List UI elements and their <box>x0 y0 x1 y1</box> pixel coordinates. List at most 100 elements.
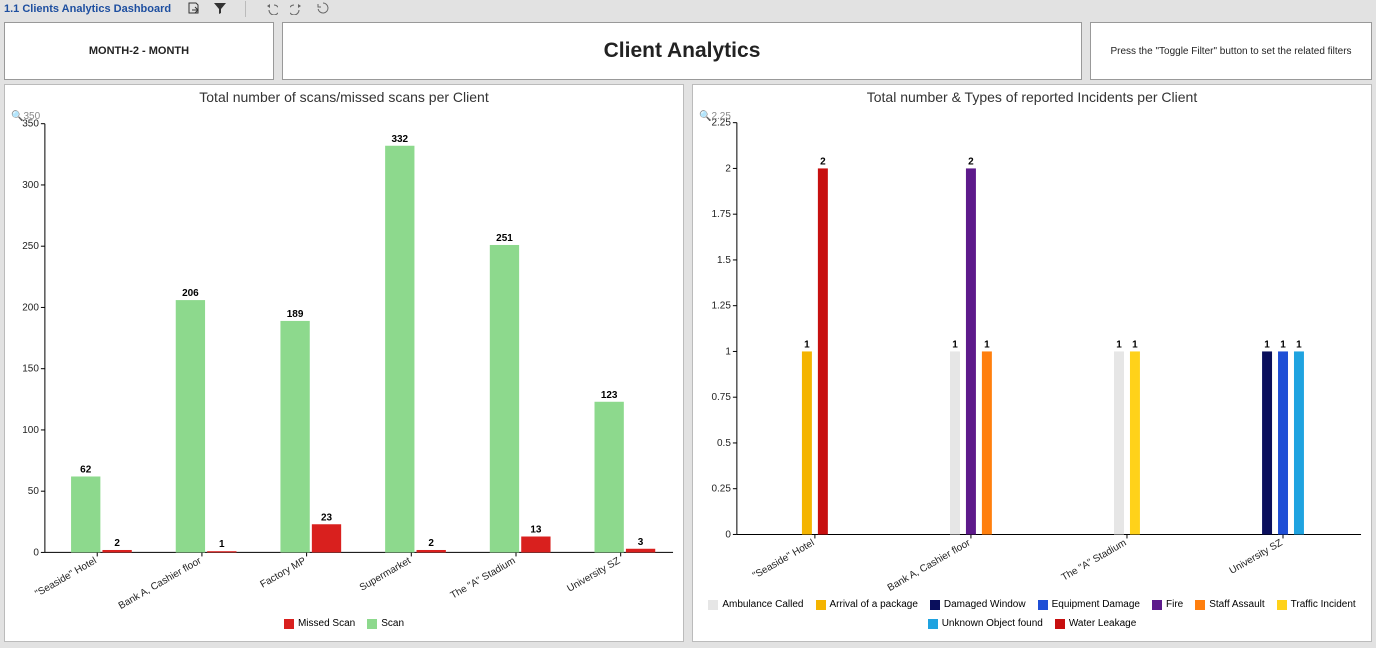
chart-left-body: 🔍350 050100150200250300350622"Seaside" H… <box>5 107 683 614</box>
bar <box>207 551 236 552</box>
svg-text:Bank A, Cashier floor: Bank A, Cashier floor <box>886 537 973 594</box>
legend-label: Equipment Damage <box>1052 597 1140 613</box>
svg-text:200: 200 <box>22 302 39 313</box>
svg-text:251: 251 <box>496 233 513 244</box>
legend-label: Damaged Window <box>944 597 1026 613</box>
bar <box>818 168 828 534</box>
bar <box>417 550 446 552</box>
magnify-icon-right[interactable]: 🔍2.25 <box>699 111 731 122</box>
legend-swatch <box>928 619 938 629</box>
svg-text:0.75: 0.75 <box>711 392 731 403</box>
legend-label: Unknown Object found <box>942 616 1043 632</box>
page-title-box: Client Analytics <box>282 22 1082 80</box>
svg-text:23: 23 <box>321 512 333 523</box>
charts-row: Total number of scans/missed scans per C… <box>0 84 1376 646</box>
filter-icon[interactable] <box>213 1 227 15</box>
chart-left-svg: 050100150200250300350622"Seaside" Hotel2… <box>5 107 683 614</box>
svg-text:1: 1 <box>952 339 958 350</box>
svg-text:Bank A, Cashier floor: Bank A, Cashier floor <box>117 555 204 612</box>
legend-swatch <box>1055 619 1065 629</box>
svg-text:The "A" Stadium: The "A" Stadium <box>1060 538 1129 584</box>
chart-panel-left: Total number of scans/missed scans per C… <box>4 84 684 642</box>
svg-text:0.5: 0.5 <box>717 438 731 449</box>
legend-swatch <box>1277 600 1287 610</box>
legend-swatch <box>367 619 377 629</box>
svg-text:University SZ: University SZ <box>565 555 622 594</box>
svg-text:1: 1 <box>1116 339 1122 350</box>
svg-text:150: 150 <box>22 364 39 375</box>
legend-item[interactable]: Unknown Object found <box>928 616 1043 632</box>
legend-label: Arrival of a package <box>830 597 918 613</box>
svg-text:62: 62 <box>80 464 92 475</box>
legend-swatch <box>816 600 826 610</box>
svg-text:100: 100 <box>22 425 39 436</box>
svg-text:1.25: 1.25 <box>711 301 731 312</box>
svg-text:1: 1 <box>804 339 810 350</box>
bar <box>102 550 131 552</box>
undo-icon[interactable] <box>264 1 278 15</box>
legend-item[interactable]: Ambulance Called <box>708 597 803 613</box>
svg-text:1: 1 <box>1132 339 1138 350</box>
legend-label: Traffic Incident <box>1291 597 1356 613</box>
hint-text: Press the "Toggle Filter" button to set … <box>1110 46 1351 57</box>
legend-item[interactable]: Staff Assault <box>1195 597 1264 613</box>
svg-text:0.25: 0.25 <box>711 484 731 495</box>
bar <box>802 351 812 534</box>
bar <box>176 300 205 552</box>
legend-label: Scan <box>381 616 404 632</box>
svg-text:1.5: 1.5 <box>717 255 731 266</box>
page-title: Client Analytics <box>604 39 761 63</box>
svg-text:189: 189 <box>287 309 304 320</box>
bar <box>521 537 550 553</box>
svg-text:206: 206 <box>182 288 199 299</box>
svg-text:13: 13 <box>530 525 542 536</box>
toolbar-separator <box>245 1 246 17</box>
legend-item[interactable]: Damaged Window <box>930 597 1026 613</box>
legend-item[interactable]: Missed Scan <box>284 616 355 632</box>
bar <box>626 549 655 553</box>
legend-item[interactable]: Equipment Damage <box>1038 597 1140 613</box>
bar <box>312 524 341 552</box>
magnify-icon-left[interactable]: 🔍350 <box>11 111 40 122</box>
svg-text:"Seaside" Hotel: "Seaside" Hotel <box>751 538 816 582</box>
legend-item[interactable]: Fire <box>1152 597 1183 613</box>
legend-item[interactable]: Water Leakage <box>1055 616 1136 632</box>
legend-label: Ambulance Called <box>722 597 803 613</box>
svg-text:1: 1 <box>725 346 731 357</box>
svg-text:250: 250 <box>22 241 39 252</box>
bar <box>1130 351 1140 534</box>
chart-left-title: Total number of scans/missed scans per C… <box>5 85 683 107</box>
chart-right-title: Total number & Types of reported Inciden… <box>693 85 1371 107</box>
legend-swatch <box>1195 600 1205 610</box>
redo-icon[interactable] <box>290 1 304 15</box>
legend-item[interactable]: Traffic Incident <box>1277 597 1356 613</box>
legend-label: Fire <box>1166 597 1183 613</box>
bar <box>1278 351 1288 534</box>
toolbar: 1.1 Clients Analytics Dashboard <box>0 0 1376 18</box>
header-row: MONTH-2 - MONTH Client Analytics Press t… <box>0 18 1376 84</box>
chart-panel-right: Total number & Types of reported Inciden… <box>692 84 1372 642</box>
svg-text:1: 1 <box>1296 339 1302 350</box>
legend-item[interactable]: Scan <box>367 616 404 632</box>
legend-item[interactable]: Arrival of a package <box>816 597 918 613</box>
bar <box>950 351 960 534</box>
svg-text:0: 0 <box>33 547 39 558</box>
svg-text:300: 300 <box>22 180 39 191</box>
export-icon[interactable] <box>187 1 201 15</box>
refresh-icon[interactable] <box>316 1 330 15</box>
chart-right-body: 🔍2.25 00.250.50.7511.251.51.7522.2512"Se… <box>693 107 1371 595</box>
bar <box>1294 351 1304 534</box>
svg-text:1.75: 1.75 <box>711 209 731 220</box>
svg-text:Supermarket: Supermarket <box>358 555 413 593</box>
bar <box>280 321 309 553</box>
chart-left-legend: Missed Scan Scan <box>5 614 683 641</box>
legend-swatch <box>1152 600 1162 610</box>
svg-text:The "A" Stadium: The "A" Stadium <box>449 555 518 601</box>
svg-text:2: 2 <box>725 163 731 174</box>
svg-text:1: 1 <box>1280 339 1286 350</box>
svg-text:0: 0 <box>725 529 731 540</box>
bar <box>1262 351 1272 534</box>
hint-box: Press the "Toggle Filter" button to set … <box>1090 22 1372 80</box>
bar <box>385 146 414 553</box>
legend-swatch <box>930 600 940 610</box>
